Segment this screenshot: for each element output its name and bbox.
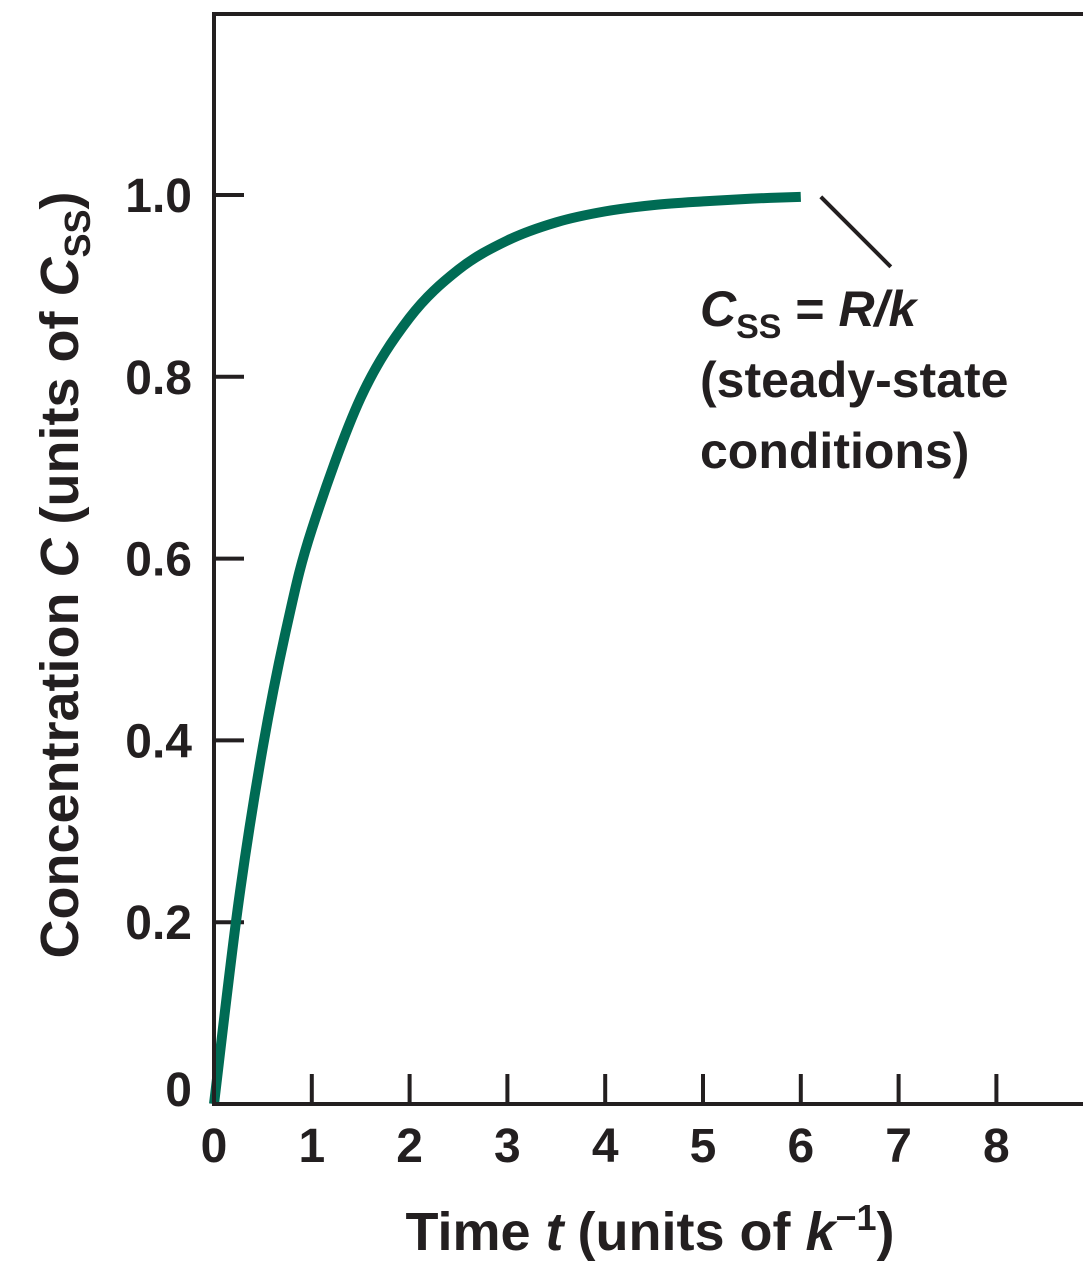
x-tick-label: 3 bbox=[494, 1120, 521, 1173]
x-axis-title: Time t (units of k−1) bbox=[405, 1197, 894, 1261]
y-tick-label: 0.4 bbox=[125, 715, 192, 768]
x-tick-label: 7 bbox=[885, 1120, 912, 1173]
x-axis-title-unit-sup: −1 bbox=[836, 1197, 877, 1238]
annotation-line-1: CSS = R/k bbox=[700, 281, 918, 346]
ticks bbox=[214, 193, 999, 1104]
series-line bbox=[209, 191, 801, 1105]
x-tick-label: 0 bbox=[201, 1120, 228, 1173]
x-tick-label: 8 bbox=[983, 1120, 1010, 1173]
annotation-css-var: C bbox=[700, 281, 737, 337]
tick-labels: 0 1 2 3 4 5 6 7 8 0 0.2 0.4 0.6 0.8 1.0 bbox=[125, 170, 1009, 1173]
x-tick-label: 5 bbox=[690, 1120, 717, 1173]
annotation-equals: = bbox=[781, 281, 838, 337]
y-axis-title-group: Concentration C(units of CSS) bbox=[30, 192, 98, 959]
y-axis-title: Concentration C(units of CSS) bbox=[30, 192, 98, 959]
annotation-css-sub: SS bbox=[736, 308, 781, 346]
y-tick-label: 0.2 bbox=[125, 897, 192, 950]
annotation-line-2: (steady-state bbox=[700, 352, 1008, 408]
x-axis-title-var: t bbox=[546, 1202, 566, 1261]
x-tick-label: 2 bbox=[396, 1120, 423, 1173]
y-tick-label: 0.6 bbox=[125, 534, 192, 587]
x-axis-title-text: Time bbox=[405, 1202, 545, 1261]
y-tick-label: 0 bbox=[165, 1064, 192, 1117]
series-layer bbox=[209, 191, 801, 1105]
axes-frame bbox=[212, 12, 1083, 1106]
annotation-rhs: R/k bbox=[838, 281, 918, 337]
y-axis-title-unit-sub: SS bbox=[57, 209, 98, 257]
x-axis-title-paren: (units of bbox=[578, 1202, 806, 1261]
annotation: CSS = R/k (steady-state conditions) bbox=[700, 281, 1008, 479]
annotation-line-3: conditions) bbox=[700, 423, 969, 479]
y-axis-title-var: C bbox=[30, 537, 90, 577]
y-axis-title-unit-var: C bbox=[30, 257, 90, 297]
x-axis-title-close: ) bbox=[877, 1202, 895, 1261]
y-axis-title-text: Concentration bbox=[30, 577, 90, 958]
x-axis-title-unit-var: k bbox=[805, 1202, 838, 1261]
x-tick-label: 6 bbox=[787, 1120, 814, 1173]
y-axis-title-paren: (units of bbox=[30, 297, 90, 525]
y-tick-label: 0.8 bbox=[125, 352, 192, 405]
y-tick-label: 1.0 bbox=[125, 170, 192, 223]
x-tick-label: 1 bbox=[298, 1120, 325, 1173]
y-axis-title-close: ) bbox=[30, 192, 90, 210]
annotation-leader-line bbox=[819, 195, 893, 269]
x-tick-label: 4 bbox=[592, 1120, 619, 1173]
